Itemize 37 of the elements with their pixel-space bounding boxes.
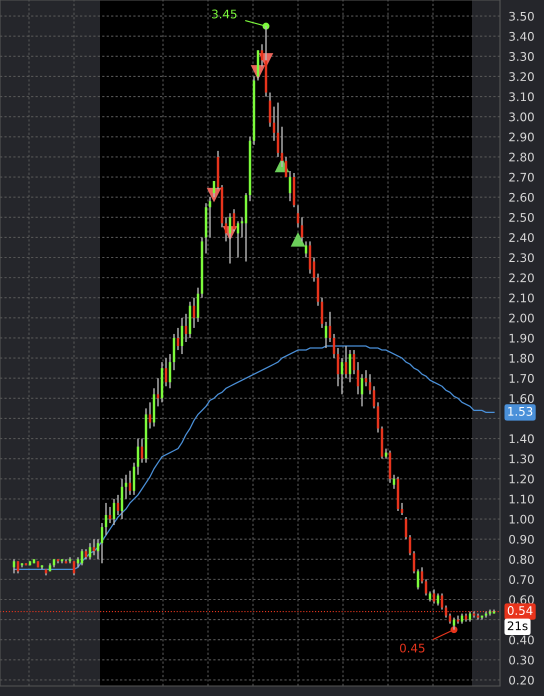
y-tick-label: 2.50 bbox=[509, 212, 534, 222]
y-tick-label: 1.10 bbox=[510, 494, 534, 504]
y-tick-label: 2.40 bbox=[509, 233, 534, 242]
y-tick-label: 2.30 bbox=[509, 253, 534, 262]
y-tick-label: 2.70 bbox=[509, 172, 534, 182]
y-tick-label: 1.90 bbox=[510, 334, 534, 343]
text: 21s bbox=[508, 621, 528, 630]
y-tick-label: 0.90 bbox=[509, 534, 534, 544]
y-tick-label: 0.40 bbox=[509, 635, 534, 644]
y-tick-label: 2.10 bbox=[509, 293, 534, 302]
point bbox=[290, 232, 306, 247]
ref-line-label: 0.54 bbox=[508, 606, 533, 615]
y-tick-label: 3.20 bbox=[509, 72, 534, 82]
annotation: 3.45 bbox=[212, 10, 236, 18]
y-tick-label: 2.80 bbox=[509, 152, 534, 162]
y-tick-label: 3.00 bbox=[509, 112, 534, 122]
y-tick-label: 2.90 bbox=[509, 132, 534, 142]
y-tick-label: 2.60 bbox=[509, 192, 534, 202]
y-tick-label: 1.60 bbox=[510, 394, 534, 403]
y-tick-label: 1.40 bbox=[510, 434, 534, 444]
y-tick-label: 2.20 bbox=[509, 273, 534, 282]
y-tick-label: 1.30 bbox=[510, 454, 534, 464]
y-tick-label: 3.10 bbox=[509, 92, 534, 102]
y-tick-label: 0.20 bbox=[509, 676, 534, 685]
y-tick-label: 0.30 bbox=[509, 656, 534, 664]
y-tick-label: 1.80 bbox=[510, 354, 534, 363]
y-tick-label: 1.20 bbox=[510, 474, 534, 484]
y-tick-label: 0.80 bbox=[509, 554, 534, 564]
y-tick-label: 3.50 bbox=[509, 12, 534, 21]
y-tick-label: 0.70 bbox=[509, 575, 534, 584]
y-tick-label: 1.70 bbox=[510, 374, 534, 383]
y-tick-label: 2.00 bbox=[509, 314, 534, 323]
annotation: 0.45 bbox=[400, 644, 424, 653]
y-tick-label: 3.40 bbox=[509, 32, 534, 41]
y-tick-label: 3.30 bbox=[509, 52, 534, 61]
y-tick-label: 1.00 bbox=[510, 514, 534, 524]
text: 1.53 bbox=[508, 406, 532, 416]
